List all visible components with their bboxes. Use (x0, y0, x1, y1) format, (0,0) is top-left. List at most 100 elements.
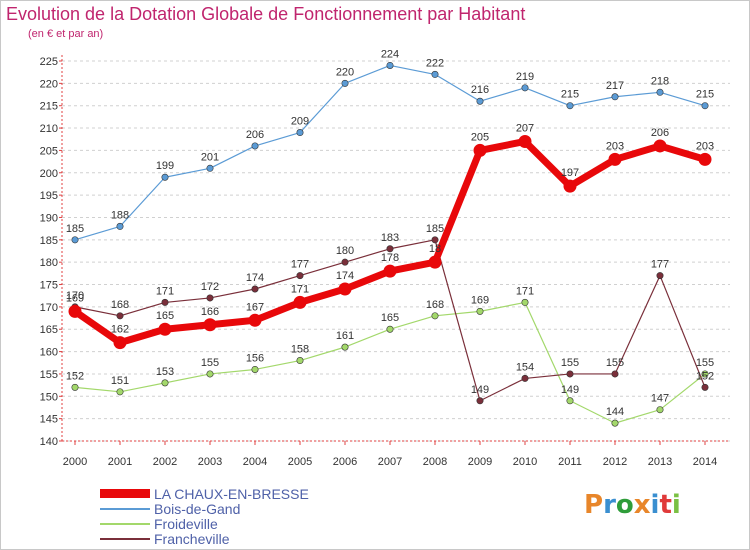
logo-letter: o (615, 490, 634, 520)
data-label: 177 (291, 259, 309, 271)
data-point (251, 142, 259, 150)
legend-item: Bois-de-Gand (100, 501, 309, 517)
data-label: 165 (381, 312, 399, 324)
data-point (431, 236, 439, 244)
data-label: 168 (426, 299, 444, 311)
x-tick-label: 2008 (423, 456, 447, 468)
data-point (563, 179, 577, 193)
x-tick-label: 2003 (198, 456, 222, 468)
data-label: 151 (111, 375, 129, 387)
data-point (341, 258, 349, 266)
y-tick-label: 220 (40, 78, 58, 90)
data-label: 185 (426, 223, 444, 235)
data-label: 209 (291, 116, 309, 128)
logo-letter: r (603, 490, 616, 520)
legend-swatch (100, 522, 150, 525)
data-label: 218 (651, 75, 669, 87)
data-label: 170 (66, 290, 84, 302)
data-label: 162 (111, 324, 129, 336)
data-point (248, 313, 262, 327)
data-label: 18 (429, 243, 441, 255)
data-label: 169 (66, 292, 84, 304)
data-point (428, 255, 442, 269)
data-label: 185 (66, 223, 84, 235)
data-label: 153 (156, 366, 174, 378)
data-label: 155 (696, 357, 714, 369)
data-point (476, 97, 484, 105)
data-label: 144 (606, 406, 624, 418)
data-point (296, 357, 304, 365)
x-tick-label: 2010 (513, 456, 537, 468)
data-point (113, 336, 127, 350)
data-label: 166 (201, 306, 219, 318)
data-point (341, 79, 349, 87)
data-point (158, 322, 172, 336)
logo-letter: x (633, 490, 651, 520)
data-point (518, 134, 532, 148)
x-tick-label: 2001 (108, 456, 132, 468)
data-point (116, 312, 124, 320)
data-point (521, 298, 529, 306)
legend-swatch (100, 489, 150, 498)
data-point (383, 264, 397, 278)
chart-title: Evolution de la Dotation Globale de Fonc… (6, 4, 526, 24)
data-point (701, 383, 709, 391)
data-label: 222 (426, 57, 444, 69)
y-tick-label: 200 (40, 168, 58, 180)
legend-label: Froideville (154, 515, 218, 532)
y-tick-label: 165 (40, 324, 58, 336)
data-label: 165 (156, 310, 174, 322)
data-label: 149 (561, 384, 579, 396)
x-tick-label: 2011 (558, 456, 582, 468)
data-point (431, 70, 439, 78)
legend-swatch (100, 507, 150, 510)
data-point (476, 307, 484, 315)
data-label: 174 (246, 272, 264, 284)
y-tick-label: 150 (40, 391, 58, 403)
data-label: 197 (561, 167, 579, 179)
y-tick-label: 160 (40, 347, 58, 359)
data-point (296, 129, 304, 137)
data-point (698, 152, 712, 166)
data-label: 205 (471, 131, 489, 143)
data-point (521, 374, 529, 382)
data-label: 207 (516, 122, 534, 134)
x-tick-label: 2006 (333, 456, 357, 468)
data-label: 154 (516, 361, 534, 373)
data-point (161, 173, 169, 181)
data-point (473, 143, 487, 157)
data-labels: 185 188 199 201 206 209 220 224 222 216 219 215 217 2… (66, 48, 714, 418)
legend-label: LA CHAUX-EN-BRESSE (154, 485, 309, 502)
data-point (431, 312, 439, 320)
data-point (116, 222, 124, 230)
data-label: 203 (606, 140, 624, 152)
data-label: 177 (651, 259, 669, 271)
x-tick-label: 2009 (468, 456, 492, 468)
data-point (386, 61, 394, 69)
data-label: 216 (471, 84, 489, 96)
data-point (611, 93, 619, 101)
x-tick-label: 2000 (63, 456, 87, 468)
data-label: 183 (381, 232, 399, 244)
y-tick-label: 215 (40, 101, 58, 113)
data-label: 147 (651, 393, 669, 405)
y-tick-label: 170 (40, 302, 58, 314)
data-label: 201 (201, 151, 219, 163)
data-point (653, 139, 667, 153)
data-label: 155 (606, 357, 624, 369)
logo-letter: t (659, 490, 672, 520)
data-label: 174 (336, 270, 354, 282)
x-axis-ticks: 2000 2001 2002 2003 2004 2005 2006 2007 2008 2009… (63, 441, 717, 468)
y-tick-label: 205 (40, 145, 58, 157)
data-label: 152 (696, 370, 714, 382)
y-tick-label: 195 (40, 190, 58, 202)
data-label: 220 (336, 66, 354, 78)
data-label: 215 (696, 89, 714, 101)
logo-letter: i (650, 490, 660, 520)
data-point (71, 383, 79, 391)
x-tick-label: 2005 (288, 456, 312, 468)
data-point (611, 370, 619, 378)
data-point (476, 397, 484, 405)
proxiti-logo: Proxiti (584, 490, 681, 520)
